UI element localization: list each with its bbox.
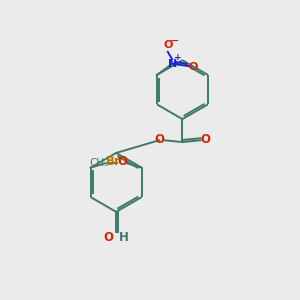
Text: Br: Br [106,155,121,168]
Text: −: − [169,36,179,46]
Text: O: O [104,231,114,244]
Text: O: O [163,40,172,50]
Text: +: + [174,53,181,62]
Text: O: O [189,62,198,72]
Text: H: H [118,231,128,244]
Text: O: O [117,155,127,168]
Text: O: O [201,133,211,146]
Text: CH₃: CH₃ [89,158,109,168]
Text: O: O [154,133,164,146]
Text: N: N [168,59,177,69]
